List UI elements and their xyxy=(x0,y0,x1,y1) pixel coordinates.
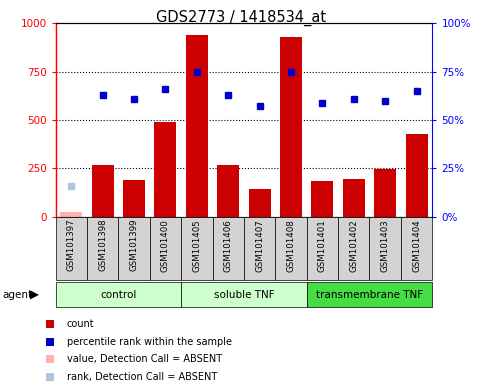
Bar xyxy=(56,282,181,307)
Bar xyxy=(338,217,369,280)
Bar xyxy=(374,169,396,217)
Bar xyxy=(60,212,82,217)
Bar xyxy=(280,36,302,217)
Bar xyxy=(150,217,181,280)
Bar xyxy=(244,217,275,280)
Bar xyxy=(181,217,213,280)
Bar xyxy=(401,217,432,280)
Bar xyxy=(249,189,270,217)
Text: GSM101403: GSM101403 xyxy=(381,219,390,271)
Bar xyxy=(369,217,401,280)
Bar xyxy=(312,181,333,217)
Text: GSM101404: GSM101404 xyxy=(412,219,421,271)
Text: value, Detection Call = ABSENT: value, Detection Call = ABSENT xyxy=(67,354,222,364)
Bar xyxy=(181,282,307,307)
Bar xyxy=(213,217,244,280)
Bar xyxy=(217,165,239,217)
Text: GSM101398: GSM101398 xyxy=(98,219,107,271)
Text: percentile rank within the sample: percentile rank within the sample xyxy=(67,337,232,347)
Text: GSM101400: GSM101400 xyxy=(161,219,170,271)
Text: GDS2773 / 1418534_at: GDS2773 / 1418534_at xyxy=(156,10,327,26)
Text: GSM101401: GSM101401 xyxy=(318,219,327,271)
Bar xyxy=(343,179,365,217)
Bar xyxy=(307,282,432,307)
Bar xyxy=(406,134,427,217)
Bar xyxy=(56,217,87,280)
Text: ▶: ▶ xyxy=(30,288,40,301)
Text: soluble TNF: soluble TNF xyxy=(213,290,274,300)
Text: rank, Detection Call = ABSENT: rank, Detection Call = ABSENT xyxy=(67,372,217,382)
Text: GSM101402: GSM101402 xyxy=(349,219,358,271)
Bar xyxy=(275,217,307,280)
Bar xyxy=(87,217,118,280)
Text: transmembrane TNF: transmembrane TNF xyxy=(316,290,423,300)
Text: GSM101408: GSM101408 xyxy=(286,219,296,271)
Text: GSM101407: GSM101407 xyxy=(255,219,264,271)
Bar xyxy=(123,180,145,217)
Text: GSM101405: GSM101405 xyxy=(192,219,201,271)
Text: GSM101397: GSM101397 xyxy=(67,219,76,271)
Bar xyxy=(118,217,150,280)
Text: GSM101399: GSM101399 xyxy=(129,219,139,271)
Bar xyxy=(92,165,114,217)
Bar xyxy=(155,122,176,217)
Text: agent: agent xyxy=(2,290,32,300)
Text: GSM101406: GSM101406 xyxy=(224,219,233,271)
Bar xyxy=(186,35,208,217)
Bar xyxy=(307,217,338,280)
Text: count: count xyxy=(67,319,95,329)
Text: control: control xyxy=(100,290,137,300)
